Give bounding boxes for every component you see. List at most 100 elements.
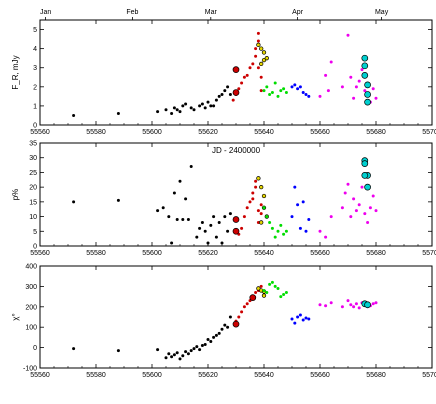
data-point-5 (262, 206, 266, 210)
data-point-7 (349, 303, 353, 307)
data-point-5 (276, 229, 280, 233)
data-point-1 (156, 110, 160, 114)
data-point-1 (226, 229, 230, 233)
data-point-5 (273, 284, 277, 288)
y-axis-label: p% (11, 189, 20, 201)
data-point-6 (301, 318, 305, 322)
data-point-7 (363, 212, 367, 216)
data-point-1 (217, 94, 221, 98)
data-point-2 (259, 203, 263, 207)
data-point-1 (214, 333, 218, 337)
data-point-1 (184, 197, 188, 201)
data-point-2 (240, 310, 244, 314)
y-tick-label: 0 (33, 244, 37, 251)
data-point-1 (226, 325, 230, 329)
y-tick-label: -100 (23, 366, 37, 373)
data-point-5 (276, 94, 280, 98)
data-point-6 (304, 316, 308, 320)
data-point-7 (340, 305, 344, 309)
y-tick-label: 20 (29, 185, 37, 192)
x-axis-label: JD - 2400000 (212, 146, 261, 155)
data-point-7 (357, 306, 361, 310)
data-point-1 (178, 357, 182, 361)
data-point-5 (284, 291, 288, 295)
data-point-2 (231, 98, 235, 102)
data-point-5 (273, 235, 277, 239)
data-point-6 (304, 92, 308, 96)
data-point-3 (249, 294, 257, 301)
data-point-1 (212, 104, 216, 108)
data-point-1 (186, 218, 190, 222)
data-point-7 (352, 96, 356, 100)
data-point-6 (307, 317, 311, 321)
data-point-1 (203, 106, 207, 110)
data-point-5 (265, 291, 269, 295)
x-tick-label: 55620 (198, 372, 218, 379)
data-point-4 (259, 61, 264, 67)
data-point-2 (242, 215, 246, 219)
data-point-6 (298, 313, 302, 317)
data-point-5 (279, 295, 283, 299)
data-point-5 (262, 288, 266, 292)
data-point-1 (195, 235, 199, 239)
data-point-1 (72, 200, 76, 204)
data-point-1 (206, 337, 210, 341)
data-point-7 (324, 235, 328, 239)
data-point-1 (209, 339, 213, 343)
data-point-7 (326, 89, 330, 93)
data-point-5 (282, 293, 286, 297)
data-point-1 (212, 215, 216, 219)
data-point-7 (329, 60, 333, 64)
data-point-2 (240, 81, 244, 85)
y-tick-label: 300 (25, 284, 37, 291)
data-point-1 (170, 112, 174, 116)
data-point-2 (256, 39, 260, 43)
panel-1: 55560 55580 55600 55620 55640 55660 55680 5570 0… (11, 9, 436, 155)
data-point-1 (203, 229, 207, 233)
data-point-1 (209, 223, 213, 227)
data-point-2 (254, 54, 258, 58)
data-point-2 (259, 89, 263, 93)
data-point-1 (175, 108, 179, 112)
data-point-7 (318, 229, 322, 233)
data-point-1 (178, 179, 182, 183)
x-tick-label: 55660 (310, 250, 330, 257)
y-tick-label: 35 (29, 141, 37, 148)
data-point-2 (245, 206, 249, 210)
data-point-8 (361, 62, 369, 70)
data-point-1 (220, 241, 224, 245)
data-point-1 (170, 241, 174, 245)
data-point-6 (298, 226, 302, 230)
data-point-5 (282, 87, 286, 91)
data-point-5 (279, 223, 283, 227)
x-tick-label: 55560 (30, 250, 50, 257)
data-point-6 (296, 87, 300, 91)
data-point-3 (232, 227, 240, 235)
month-label: Jan (40, 9, 51, 16)
data-point-1 (161, 206, 165, 210)
data-point-7 (354, 209, 358, 213)
month-label: Mar (205, 9, 218, 16)
data-point-1 (164, 108, 168, 112)
data-point-8 (364, 91, 371, 98)
data-point-1 (223, 89, 227, 93)
y-tick-label: 5 (33, 229, 37, 236)
data-point-4 (256, 42, 261, 47)
data-point-7 (318, 303, 322, 307)
data-point-7 (366, 220, 370, 224)
data-point-1 (206, 100, 210, 104)
data-point-4 (259, 46, 264, 51)
data-point-1 (214, 235, 218, 239)
month-label: Feb (126, 9, 138, 16)
data-point-2 (254, 179, 258, 183)
data-point-4 (256, 176, 261, 181)
data-point-1 (181, 104, 185, 108)
data-point-2 (251, 197, 255, 201)
data-point-1 (209, 104, 213, 108)
y-tick-label: 0 (33, 123, 37, 130)
data-point-4 (256, 286, 261, 291)
data-point-1 (200, 344, 204, 348)
data-point-1 (167, 215, 171, 219)
data-point-1 (116, 349, 120, 353)
data-point-1 (172, 191, 176, 195)
